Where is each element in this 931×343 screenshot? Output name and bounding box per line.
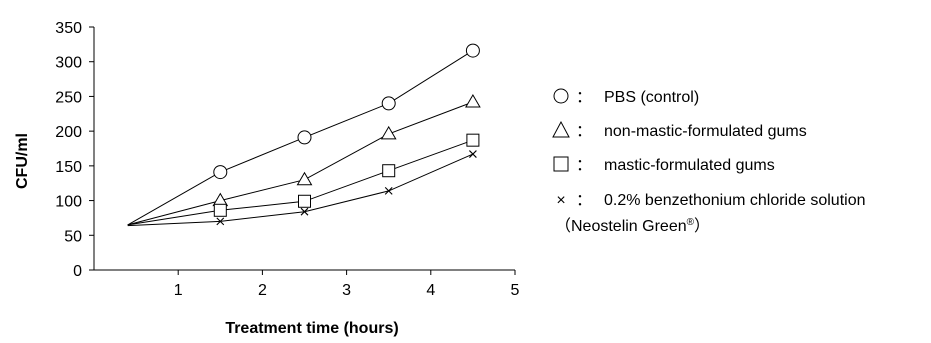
x-tick-label: 3 [342,282,351,299]
legend-item: ： mastic-formulated gums [553,156,775,174]
legend-label: PBS (control) [604,89,699,106]
x-tick-label: 2 [258,282,267,299]
data-point-square [466,133,480,147]
series-line [127,153,474,227]
legend-label: non-mastic-formulated gums [604,123,807,140]
x-tick-label: 1 [174,282,183,299]
legend-x-icon: × [556,192,565,209]
data-point-triangle [380,125,397,140]
data-point-triangle [296,171,313,186]
legend-item: ： non-mastic-formulated gums [552,120,807,140]
data-point-x [216,217,225,226]
x-tick-label: 5 [511,282,520,299]
data-point-x [300,207,309,216]
x-axis-title: Treatment time (hours) [225,320,398,337]
data-point-x [384,186,393,195]
data-point-square [298,194,311,208]
legend-separator: ： [576,89,592,106]
legend: ： PBS (control) ： non-mastic-formulated gum… [552,88,866,235]
y-tick-label: 200 [55,124,82,141]
data-point-circle [213,165,228,180]
legend-label-extra: （Neostelin Green®） [555,217,710,235]
y-tick-label: 0 [73,263,82,280]
y-tick-label: 50 [64,228,82,245]
y-axis-ticks: 0 50 100 150 200 250 300 350 [55,20,94,280]
legend-separator: ： [576,192,592,209]
data-point-circle [465,43,480,58]
legend-label: 0.2% benzethonium chloride solution [604,192,866,209]
data-point-circle [297,130,312,145]
legend-square-icon [553,156,569,172]
series-square [127,133,480,226]
y-tick-label: 250 [55,89,82,106]
legend-label: mastic-formulated gums [604,157,775,174]
series-group [127,43,481,227]
legend-separator: ： [576,157,592,174]
legend-item: × ： 0.2% benzethonium chloride solution （Ne… [555,192,866,235]
y-axis-title: CFU/ml [14,133,31,189]
legend-circle-icon [553,88,569,104]
legend-separator: ： [576,123,592,140]
data-point-square [382,164,396,178]
x-axis-ticks: 1 2 3 4 5 [174,270,520,299]
data-point-square [213,203,227,217]
legend-triangle-icon [552,120,570,138]
data-point-triangle [465,93,481,108]
legend-item: ： PBS (control) [553,88,699,106]
series-x [127,150,477,227]
y-tick-label: 150 [55,159,82,176]
x-tick-label: 4 [426,282,435,299]
y-tick-label: 350 [55,20,82,37]
axes [93,27,515,271]
series-circle [127,43,480,226]
y-tick-label: 300 [55,55,82,72]
y-tick-label: 100 [55,194,82,211]
data-point-circle [381,96,396,111]
data-point-x [469,150,477,158]
